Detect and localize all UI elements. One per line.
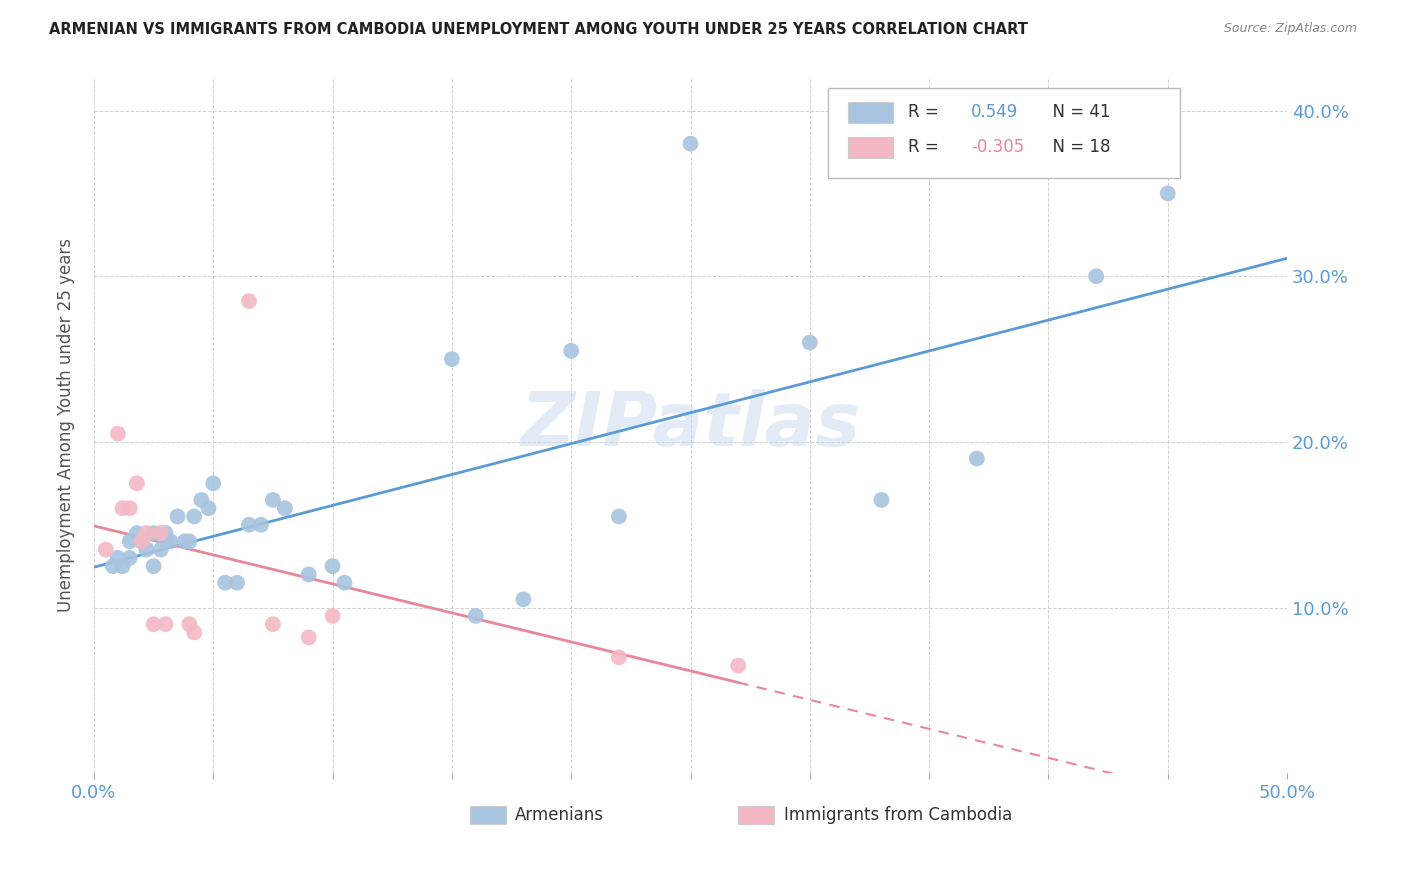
Bar — [848, 103, 893, 123]
Point — [107, 550, 129, 565]
Point — [183, 509, 205, 524]
Text: N = 41: N = 41 — [1042, 103, 1111, 121]
Point — [607, 650, 630, 665]
Point — [190, 492, 212, 507]
Point — [799, 335, 821, 350]
Point — [94, 542, 117, 557]
Point — [214, 575, 236, 590]
Point — [298, 631, 321, 645]
Text: R =: R = — [908, 138, 949, 156]
Bar — [738, 806, 775, 824]
Text: R =: R = — [908, 103, 949, 121]
Point — [125, 476, 148, 491]
Point — [250, 517, 273, 532]
Point — [226, 575, 249, 590]
Text: ZIPatlas: ZIPatlas — [520, 389, 860, 462]
Point — [111, 501, 134, 516]
Text: N = 18: N = 18 — [1042, 138, 1111, 156]
Text: ARMENIAN VS IMMIGRANTS FROM CAMBODIA UNEMPLOYMENT AMONG YOUTH UNDER 25 YEARS COR: ARMENIAN VS IMMIGRANTS FROM CAMBODIA UNE… — [49, 22, 1028, 37]
Point — [118, 534, 141, 549]
Point — [101, 559, 124, 574]
Point — [149, 526, 172, 541]
Point — [179, 617, 201, 632]
Point — [135, 526, 157, 541]
Point — [142, 617, 165, 632]
Y-axis label: Unemployment Among Youth under 25 years: Unemployment Among Youth under 25 years — [58, 238, 75, 612]
Bar — [470, 806, 506, 824]
Point — [440, 352, 463, 367]
Point — [166, 509, 188, 524]
FancyBboxPatch shape — [828, 88, 1180, 178]
Point — [464, 608, 486, 623]
Point — [142, 559, 165, 574]
Point — [118, 501, 141, 516]
Point — [966, 451, 988, 466]
Point — [125, 526, 148, 541]
Point — [1157, 186, 1180, 201]
Point — [322, 559, 344, 574]
Point — [142, 526, 165, 541]
Point — [183, 625, 205, 640]
Point — [118, 550, 141, 565]
Point — [131, 534, 153, 549]
Point — [1085, 269, 1108, 284]
Point — [870, 492, 893, 507]
Point — [155, 526, 177, 541]
Point — [262, 617, 284, 632]
Point — [202, 476, 225, 491]
Point — [197, 501, 219, 516]
Text: Armenians: Armenians — [515, 806, 605, 824]
Point — [149, 542, 172, 557]
Point — [155, 617, 177, 632]
Point — [135, 542, 157, 557]
Point — [238, 517, 260, 532]
Point — [155, 534, 177, 549]
Bar — [848, 137, 893, 158]
Point — [107, 426, 129, 441]
Text: Immigrants from Cambodia: Immigrants from Cambodia — [783, 806, 1012, 824]
Point — [333, 575, 356, 590]
Point — [560, 343, 582, 358]
Point — [159, 534, 181, 549]
Point — [131, 534, 153, 549]
Point — [679, 136, 702, 151]
Text: Source: ZipAtlas.com: Source: ZipAtlas.com — [1223, 22, 1357, 36]
Point — [111, 559, 134, 574]
Point — [274, 501, 297, 516]
Point — [173, 534, 195, 549]
Point — [727, 658, 749, 673]
Point — [322, 608, 344, 623]
Point — [238, 294, 260, 309]
Text: -0.305: -0.305 — [972, 138, 1024, 156]
Point — [512, 592, 534, 607]
Point — [298, 567, 321, 582]
Text: 0.549: 0.549 — [972, 103, 1018, 121]
Point — [262, 492, 284, 507]
Point — [607, 509, 630, 524]
Point — [179, 534, 201, 549]
